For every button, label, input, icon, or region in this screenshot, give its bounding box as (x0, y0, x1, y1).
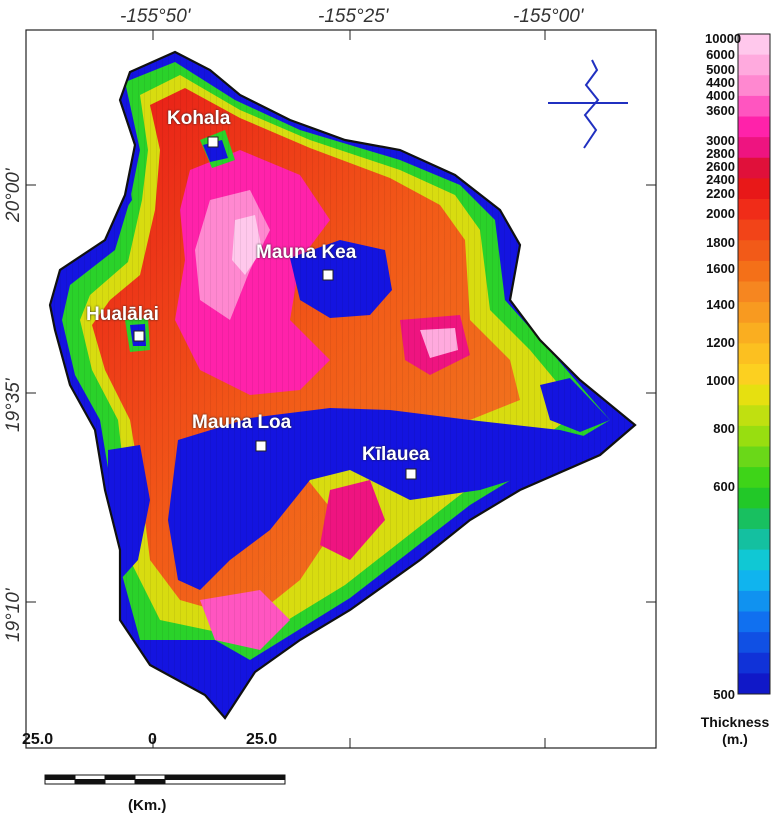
volcano-label-hualalai: Hualālai (86, 304, 159, 325)
colorbar-swatch (738, 219, 770, 241)
colorbar-tick-label: 3600 (706, 103, 735, 118)
summit-marker-hualalai (133, 330, 145, 342)
colorbar-tick-label: 500 (713, 687, 735, 702)
colorbar-swatch (738, 405, 770, 427)
colorbar-swatch (738, 549, 770, 571)
volcano-label-kohala: Kohala (167, 108, 231, 129)
colorbar-tick-label: 10000 (705, 31, 742, 46)
summit-marker-kilauea (405, 468, 417, 480)
colorbar-swatch (738, 199, 770, 221)
colorbar-swatch (738, 322, 770, 344)
colorbar-swatch (738, 611, 770, 633)
colorbar-tick-label: 2000 (706, 206, 735, 221)
colorbar-swatch (738, 281, 770, 303)
longitude-label: -155°25' (318, 6, 389, 27)
island-big-island-hawaii (50, 52, 635, 718)
colorbar-tick-label: 2200 (706, 186, 735, 201)
colorbar-swatch (738, 529, 770, 551)
colorbar-swatch (738, 343, 770, 365)
colorbar-tick-label: 3000 (706, 133, 735, 148)
colorbar-tick-label: 1400 (706, 297, 735, 312)
colorbar-tick-label: 5000 (706, 62, 735, 77)
summit-marker-kohala (207, 136, 219, 148)
colorbar-swatch (738, 384, 770, 406)
colorbar-swatch (738, 425, 770, 447)
colorbar-swatch (738, 137, 770, 159)
colorbar-swatch (738, 34, 770, 56)
colorbar-swatch (738, 157, 770, 179)
colorbar-tick-label: 1000 (706, 373, 735, 388)
summit-marker-mauna-loa (255, 440, 267, 452)
coastline (48, 50, 637, 720)
longitude-label: -155°50' (120, 6, 191, 27)
colorbar-swatch (738, 260, 770, 282)
scale-label-zero: 0 (148, 731, 157, 748)
north-arrow-icon (548, 59, 628, 149)
colorbar-tick-label: 2400 (706, 172, 735, 187)
colorbar-tick-label: 1600 (706, 261, 735, 276)
frame-ticks (26, 30, 656, 748)
colorbar-tick-label: 1800 (706, 235, 735, 250)
scale-label-left: 25.0 (22, 731, 54, 748)
colorbar-tick-label: 800 (713, 421, 735, 436)
volcano-label-kilauea: Kīlauea (362, 444, 430, 465)
colorbar-swatch (738, 75, 770, 97)
colorbar-swatch (738, 446, 770, 468)
colorbar-swatch (738, 590, 770, 612)
longitude-label: -155°00' (513, 6, 584, 27)
colorbar-swatch (738, 240, 770, 262)
latitude-label: 20°00' (3, 168, 24, 223)
colorbar-swatch (738, 364, 770, 386)
summit-markers (133, 136, 417, 480)
colorbar-swatch (738, 95, 770, 117)
colorbar-swatch (738, 467, 770, 489)
colorbar-unit: (m.) (722, 731, 748, 747)
volcano-label-mauna-kea: Mauna Kea (256, 242, 357, 263)
colorbar-swatch (738, 652, 770, 674)
colorbar-swatch (738, 302, 770, 324)
colorbar-swatch (738, 116, 770, 138)
volcano-label-mauna-loa: Mauna Loa (192, 412, 292, 433)
scale-label-right: 25.0 (246, 731, 278, 748)
colorbar-swatch (738, 54, 770, 76)
summit-marker-mauna-kea (322, 269, 334, 281)
colorbar-swatch (738, 508, 770, 530)
colorbar-frame (737, 33, 771, 695)
colorbar-tick-label: 4400 (706, 75, 735, 90)
colorbar-title: Thickness (700, 714, 770, 730)
colorbar-tick-label: 1200 (706, 335, 735, 350)
scale-bar (44, 774, 286, 785)
colorbar-swatch (738, 632, 770, 654)
colorbar-tick-label: 600 (713, 479, 735, 494)
colorbar-swatch (738, 673, 770, 695)
colorbar-swatch (738, 570, 770, 592)
colorbar-tick-label: 6000 (706, 47, 735, 62)
colorbar-tick-label: 2800 (706, 146, 735, 161)
scale-unit: (Km.) (128, 797, 167, 814)
latitude-label: 19°10' (3, 588, 24, 643)
colorbar-tick-label: 2600 (706, 159, 735, 174)
latitude-label: 19°35' (3, 378, 24, 433)
colorbar-swatch (738, 487, 770, 509)
colorbar-tick-label: 4000 (706, 88, 735, 103)
colorbar (738, 34, 770, 695)
colorbar-swatch (738, 178, 770, 200)
